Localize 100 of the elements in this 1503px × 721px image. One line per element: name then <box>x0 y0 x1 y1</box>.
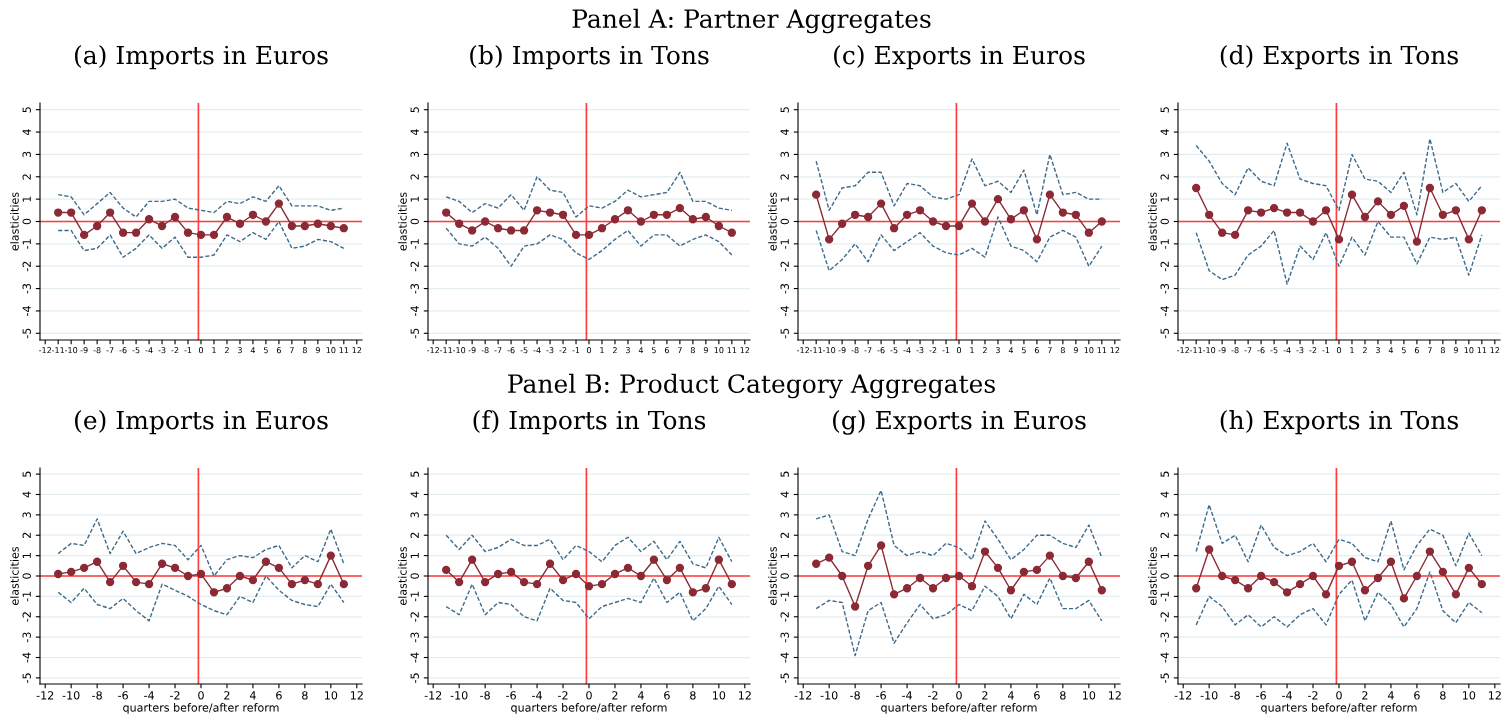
point <box>1192 183 1201 193</box>
point <box>467 555 477 564</box>
x-tick-label: -9 <box>1218 347 1226 354</box>
point <box>105 208 115 217</box>
x-tick-label: 10 <box>1082 691 1096 700</box>
x-tick-label: 11 <box>339 347 349 354</box>
point <box>610 215 620 224</box>
point <box>662 575 672 585</box>
x-tick-label: -6 <box>877 347 885 354</box>
point <box>235 571 245 581</box>
x-tick-label: 8 <box>1440 347 1445 354</box>
x-tick-label: 0 <box>198 347 204 354</box>
point <box>1334 235 1344 244</box>
point <box>66 208 76 217</box>
x-tick-label: -4 <box>1282 691 1292 700</box>
x-tick-label: 5 <box>263 347 268 354</box>
point <box>1399 594 1409 603</box>
x-tick-label: -8 <box>1231 347 1239 354</box>
point <box>597 579 607 589</box>
point <box>339 579 348 589</box>
y-tick-label: 3 <box>1160 512 1169 518</box>
point <box>837 219 847 228</box>
line-series <box>1195 571 1483 628</box>
point <box>1058 571 1068 581</box>
x-tick-label: 2 <box>983 347 987 354</box>
y-tick-label: -1 <box>22 239 31 249</box>
point <box>824 553 834 562</box>
y-tick-label: -4 <box>22 306 31 316</box>
x-tick-label: 0 <box>1336 691 1342 700</box>
x-tick-label: -4 <box>902 691 912 700</box>
y-tick-label: -5 <box>1160 328 1169 339</box>
point <box>1256 208 1266 217</box>
point <box>1412 237 1422 246</box>
point <box>1464 235 1474 244</box>
x-tick-label: -11 <box>809 347 823 354</box>
line-series <box>445 534 733 569</box>
x-tick-label: 6 <box>664 347 669 354</box>
point <box>313 579 323 589</box>
point <box>623 206 633 215</box>
point <box>623 563 633 573</box>
point <box>1084 557 1094 566</box>
point <box>183 228 193 237</box>
point <box>824 235 834 244</box>
x-tick-label: -6 <box>876 691 886 700</box>
x-tick-label: -1 <box>1322 347 1330 354</box>
y-axis-title: elasticities <box>10 192 19 251</box>
y-tick-label: 5 <box>1160 471 1169 477</box>
y-tick-label: -2 <box>1160 261 1169 272</box>
x-tick-label: 8 <box>1440 691 1446 700</box>
point <box>1321 590 1331 599</box>
y-tick-label: 3 <box>780 512 789 518</box>
point <box>876 541 886 550</box>
x-tick-label: 4 <box>250 347 256 354</box>
point <box>1006 586 1016 595</box>
point <box>636 217 646 226</box>
point <box>1477 206 1486 215</box>
point <box>454 219 464 228</box>
x-axis-title: quarters before/after reform <box>123 703 279 714</box>
y-tick-label: 2 <box>780 174 789 180</box>
point <box>1347 190 1357 199</box>
x-tick-label: 6 <box>276 347 281 354</box>
point <box>1438 210 1448 219</box>
x-axis-title: quarters before/after reform <box>1261 703 1417 714</box>
point <box>274 563 284 573</box>
line-series <box>445 577 733 622</box>
point <box>980 217 990 226</box>
point <box>941 573 951 583</box>
y-tick-label: 0 <box>410 218 419 225</box>
point <box>54 569 63 579</box>
chart-title: (a) Imports in Euros <box>74 45 328 70</box>
point <box>1019 206 1029 215</box>
point <box>222 584 232 593</box>
point <box>1282 208 1292 217</box>
x-tick-label: -9 <box>838 347 846 354</box>
x-tick-label: 0 <box>586 347 592 354</box>
line-series <box>1195 503 1483 571</box>
point <box>714 221 724 231</box>
y-tick-label: -1 <box>780 239 789 249</box>
y-tick-label: -3 <box>22 283 31 294</box>
x-tick-label: 8 <box>1060 691 1066 700</box>
x-tick-label: 7 <box>1047 347 1052 354</box>
point <box>1399 201 1409 211</box>
y-tick-label: -1 <box>780 591 789 602</box>
x-tick-label: -1 <box>942 347 950 354</box>
point <box>287 579 297 589</box>
point <box>714 555 724 564</box>
point <box>1243 206 1253 215</box>
point <box>454 577 464 587</box>
y-tick-label: 1 <box>1160 196 1169 202</box>
x-tick-label: -2 <box>929 347 937 354</box>
point <box>235 219 245 228</box>
x-tick-label: 9 <box>315 347 320 354</box>
x-tick-label: -8 <box>93 347 101 354</box>
x-axis-title: quarters before/after reform <box>881 703 1037 714</box>
point <box>131 228 141 237</box>
y-tick-label: 0 <box>780 218 789 225</box>
x-tick-label: 9 <box>1073 347 1078 354</box>
point <box>339 224 348 233</box>
x-tick-label: -8 <box>850 691 860 700</box>
point <box>675 203 685 213</box>
